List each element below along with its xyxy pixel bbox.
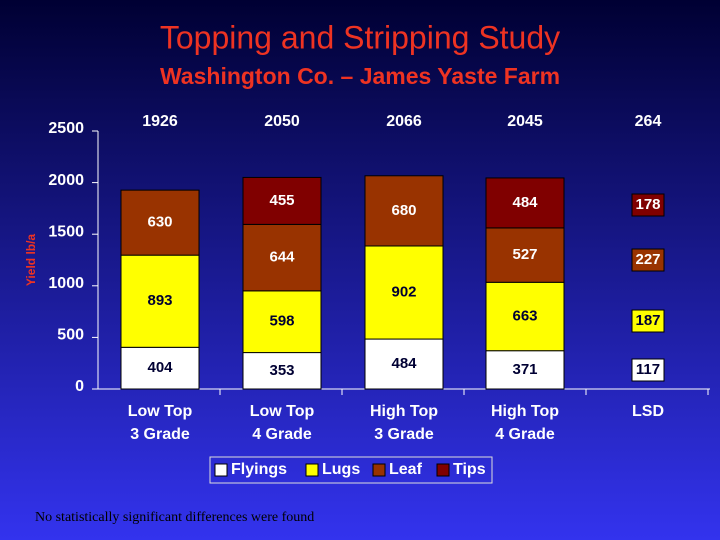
bar-segment bbox=[364, 245, 444, 340]
bar-segment bbox=[485, 281, 565, 352]
legend-swatch bbox=[436, 463, 450, 477]
data-label: 527 bbox=[512, 246, 537, 263]
x-tick-label: 3 Grade bbox=[130, 426, 190, 443]
chart-subtitle: Washington Co. – James Yaste Farm bbox=[160, 63, 560, 89]
bar-segment bbox=[120, 189, 200, 256]
lsd-box bbox=[631, 193, 665, 217]
y-tick-label: 1500 bbox=[48, 223, 84, 240]
data-label: 455 bbox=[269, 192, 294, 209]
lsd-label: 117 bbox=[636, 361, 660, 378]
bar-segment bbox=[485, 177, 565, 229]
data-label: 680 bbox=[391, 202, 416, 219]
legend-label: Leaf bbox=[389, 461, 423, 478]
total-label: 264 bbox=[635, 113, 662, 130]
y-tick-label: 1000 bbox=[48, 275, 84, 292]
bar-segment bbox=[120, 254, 200, 348]
lsd-label: 178 bbox=[635, 196, 660, 213]
legend-swatch bbox=[372, 463, 386, 477]
chart-title: Topping and Stripping Study bbox=[160, 19, 560, 55]
bar-segment bbox=[364, 175, 444, 247]
data-label: 484 bbox=[391, 355, 417, 372]
bar-segment bbox=[364, 338, 444, 390]
data-label: 663 bbox=[512, 307, 537, 324]
legend-swatch bbox=[305, 463, 319, 477]
x-tick-label: Low Top bbox=[250, 403, 315, 420]
bar-segment bbox=[242, 176, 322, 225]
bar-segment bbox=[120, 346, 200, 390]
x-tick-label: 4 Grade bbox=[495, 426, 555, 443]
x-tick-label: LSD bbox=[632, 403, 664, 420]
x-tick-label: High Top bbox=[491, 403, 559, 420]
data-label: 893 bbox=[147, 292, 172, 309]
y-tick-label: 2500 bbox=[48, 120, 84, 137]
lsd-label: 227 bbox=[635, 251, 660, 268]
total-label: 2045 bbox=[507, 113, 543, 130]
legend bbox=[209, 456, 493, 484]
data-label: 484 bbox=[512, 194, 538, 211]
data-label: 404 bbox=[147, 359, 173, 376]
y-tick-label: 0 bbox=[75, 378, 84, 395]
data-label: 353 bbox=[269, 362, 294, 379]
total-label: 1926 bbox=[142, 113, 178, 130]
lsd-box bbox=[631, 309, 665, 333]
y-tick-label: 2000 bbox=[48, 172, 84, 189]
x-tick-label: High Top bbox=[370, 403, 438, 420]
data-label: 644 bbox=[269, 249, 295, 266]
bar-segment bbox=[485, 227, 565, 283]
bar-segment bbox=[242, 290, 322, 354]
y-axis-label: Yield lb/a bbox=[24, 234, 38, 287]
data-label: 371 bbox=[512, 361, 537, 378]
x-tick-label: 4 Grade bbox=[252, 426, 312, 443]
footnote: No statistically significant differences… bbox=[35, 510, 314, 525]
y-tick-label: 500 bbox=[57, 327, 84, 344]
bar-segment bbox=[242, 223, 322, 292]
total-label: 2050 bbox=[264, 113, 300, 130]
data-label: 598 bbox=[269, 313, 294, 330]
x-tick-label: 3 Grade bbox=[374, 426, 434, 443]
lsd-label: 187 bbox=[635, 312, 660, 329]
bar-segment bbox=[485, 350, 565, 390]
bar-segment bbox=[242, 352, 322, 390]
legend-label: Lugs bbox=[322, 461, 360, 478]
x-tick-label: Low Top bbox=[128, 403, 193, 420]
data-label: 902 bbox=[391, 283, 416, 300]
total-label: 2066 bbox=[386, 113, 422, 130]
legend-swatch bbox=[214, 463, 228, 477]
data-label: 630 bbox=[147, 214, 172, 231]
lsd-box bbox=[631, 358, 665, 382]
lsd-box bbox=[631, 248, 665, 272]
legend-label: Flyings bbox=[231, 461, 287, 478]
legend-label: Tips bbox=[453, 461, 486, 478]
